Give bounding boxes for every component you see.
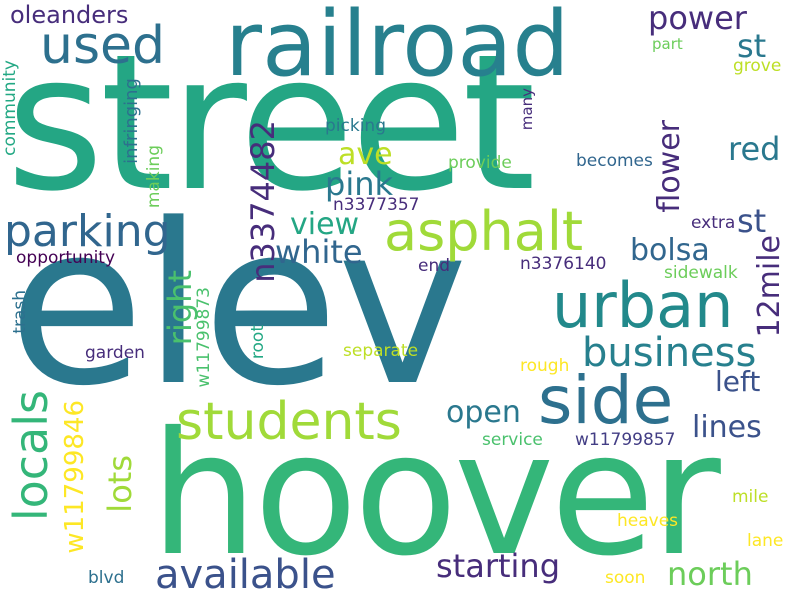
word-community: community: [0, 60, 20, 156]
word-students: students: [176, 392, 402, 452]
word-trash: trash: [10, 290, 30, 334]
word-available: available: [155, 552, 336, 598]
word-open: open: [446, 395, 521, 430]
word-locals: locals: [4, 390, 58, 522]
word-right: right: [161, 270, 199, 346]
word-garden: garden: [85, 343, 145, 363]
word-power: power: [648, 0, 747, 37]
word-st2: st: [737, 202, 767, 240]
word-becomes: becomes: [576, 151, 653, 171]
word-mile: mile: [732, 487, 769, 507]
word-oleanders: oleanders: [10, 1, 129, 29]
word-picking: picking: [325, 116, 386, 136]
word-heaves: heaves: [617, 511, 679, 531]
word-st: st: [737, 27, 767, 65]
word-ave: ave: [338, 137, 393, 172]
word-many: many: [518, 88, 536, 131]
word-side: side: [538, 362, 674, 439]
word-elev: elev: [8, 177, 468, 435]
word-separate: separate: [343, 341, 419, 361]
word-infringing: infringing: [121, 78, 142, 164]
word-opportunity: opportunity: [16, 248, 116, 268]
word-provide: provide: [448, 153, 512, 173]
word-root: root: [248, 325, 268, 360]
word-12mile: 12mile: [752, 235, 787, 338]
word-blvd: blvd: [88, 568, 125, 588]
word-flower: flower: [652, 120, 687, 213]
word-parking: parking: [4, 206, 171, 257]
word-service: service: [482, 430, 543, 450]
word-pink: pink: [325, 165, 394, 203]
word-w11799857: w11799857: [575, 430, 676, 450]
word-left: left: [715, 365, 761, 398]
word-view: view: [290, 207, 360, 242]
word-starting: starting: [436, 547, 561, 585]
word-lane: lane: [747, 531, 784, 551]
word-part: part: [652, 35, 683, 53]
word-n3376140: n3376140: [520, 254, 607, 274]
word-hoover: hoover: [150, 396, 721, 594]
word-n3377357: n3377357: [333, 195, 420, 215]
word-used: used: [40, 16, 166, 76]
word-grove: grove: [733, 56, 782, 76]
word-w11799873: w11799873: [194, 287, 214, 388]
word-bolsa: bolsa: [630, 233, 710, 268]
word-lots: lots: [101, 455, 139, 513]
word-north: north: [667, 555, 753, 593]
word-asphalt: asphalt: [384, 200, 583, 263]
word-business: business: [582, 330, 757, 376]
word-end: end: [418, 256, 451, 276]
word-making: making: [144, 145, 164, 209]
word-white: white: [275, 233, 363, 271]
word-railroad: railroad: [225, 0, 570, 97]
word-extra: extra: [691, 213, 736, 233]
word-street: street: [6, 14, 536, 233]
word-rough: rough: [520, 356, 570, 376]
word-lines: lines: [692, 410, 762, 445]
word-w11799846: w11799846: [60, 400, 90, 554]
word-soon: soon: [605, 568, 646, 588]
word-urban: urban: [552, 269, 734, 342]
word-sidewalk: sidewalk: [664, 263, 738, 283]
word-red: red: [728, 130, 781, 168]
